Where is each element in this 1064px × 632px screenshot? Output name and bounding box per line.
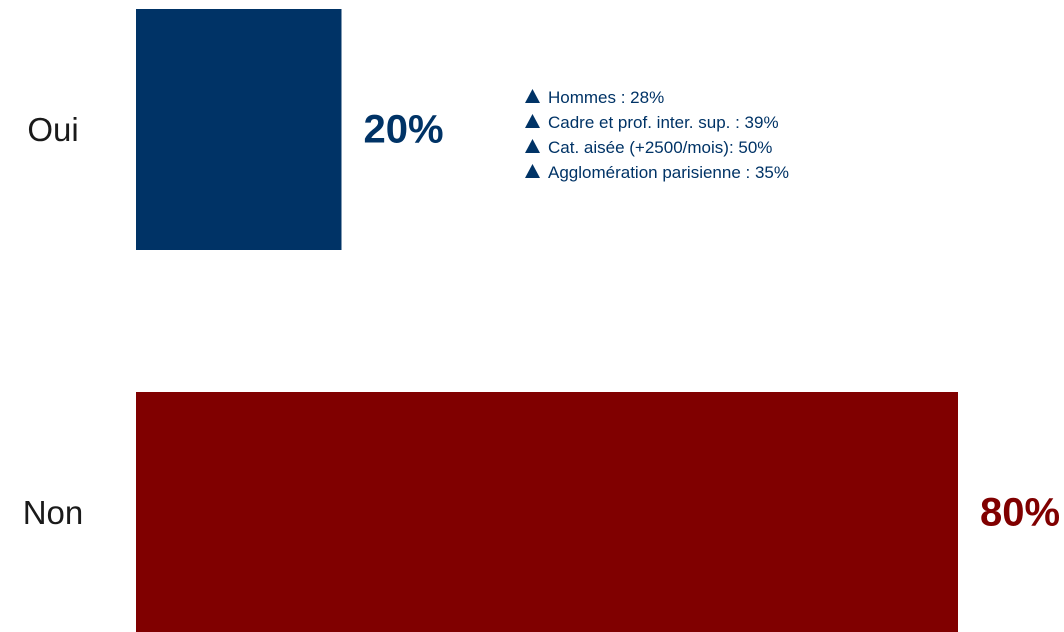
category-label-oui: Oui [27,111,78,148]
annotation-list: Hommes : 28% Cadre et prof. inter. sup. :… [525,88,789,182]
annotation-item: Hommes : 28% [548,88,664,107]
bar-non [136,392,958,632]
triangle-up-icon [525,114,540,128]
annotation-item: Cadre et prof. inter. sup. : 39% [548,113,779,132]
triangle-up-icon [525,89,540,103]
triangle-up-icon [525,164,540,178]
annotation-item: Cat. aisée (+2500/mois): 50% [548,138,772,157]
bar-oui [136,9,342,250]
value-label-non: 80% [980,491,1060,535]
triangle-up-icon [525,139,540,153]
value-label-oui: 20% [364,108,444,152]
category-label-non: Non [23,494,84,531]
annotation-item: Agglomération parisienne : 35% [548,163,789,182]
bars-layer [136,9,958,632]
labels-layer: Oui 20% Non 80% [23,108,1060,535]
